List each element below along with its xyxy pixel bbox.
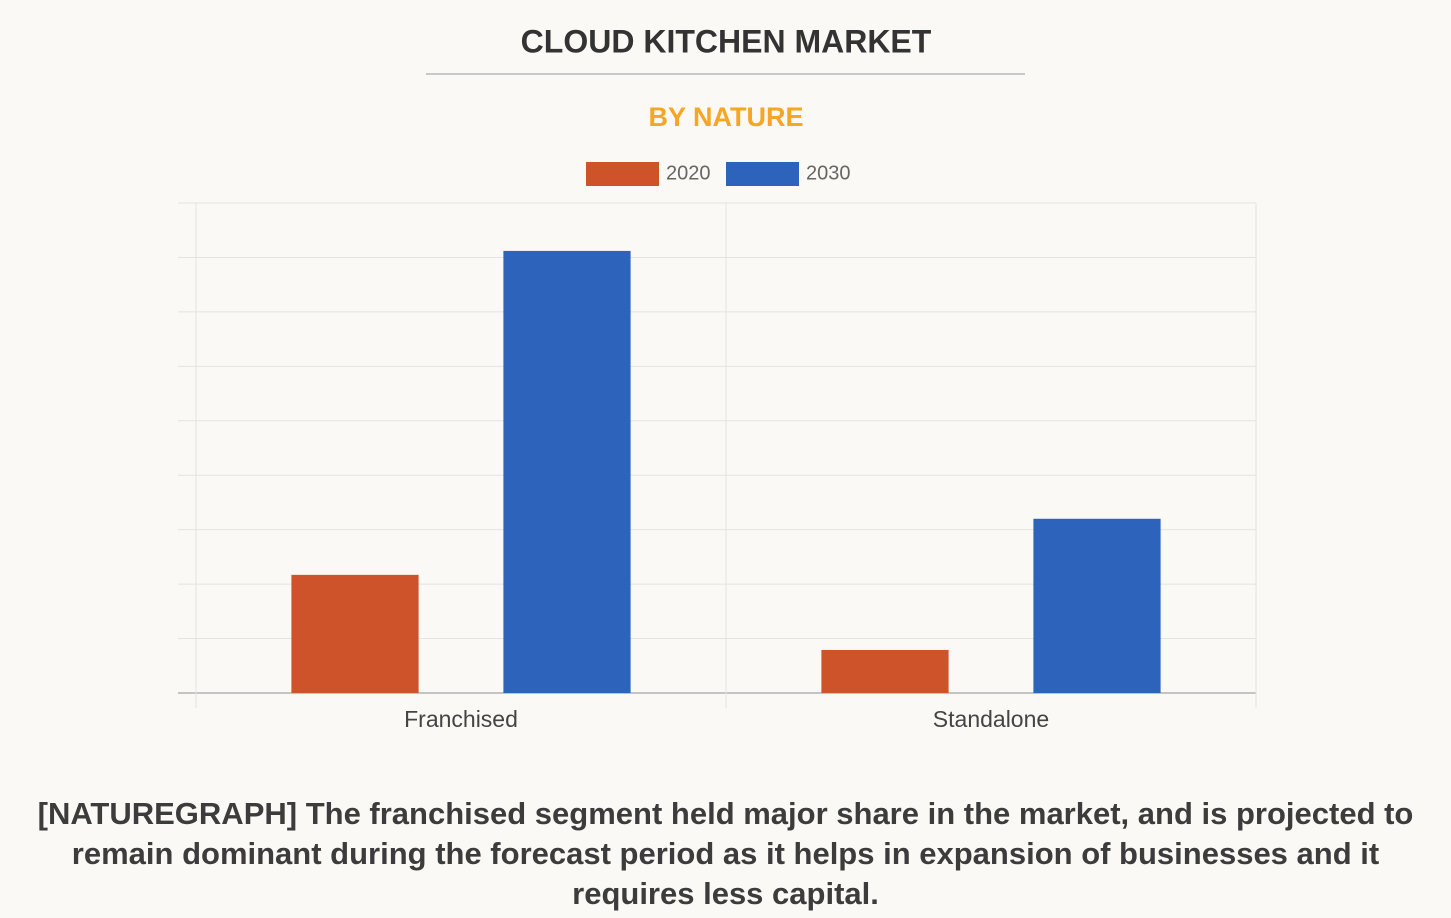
chart-title: CLOUD KITCHEN MARKET [521,23,932,59]
x-tick-label: Franchised [404,706,518,732]
bar [503,250,631,693]
legend-swatch [586,162,659,186]
x-tick-label: Standalone [933,706,1049,732]
bar [821,649,949,693]
legend-swatch [726,162,799,186]
bar [291,574,419,693]
legend-label: 2020 [666,162,711,184]
chart-subtitle: BY NATURE [648,102,803,132]
bar [1033,518,1161,693]
caption: [NATUREGRAPH] The franchised segment hel… [37,796,1414,911]
chart: CLOUD KITCHEN MARKET BY NATURE 2020 2030 F… [178,23,1257,732]
legend-label: 2030 [806,162,851,184]
